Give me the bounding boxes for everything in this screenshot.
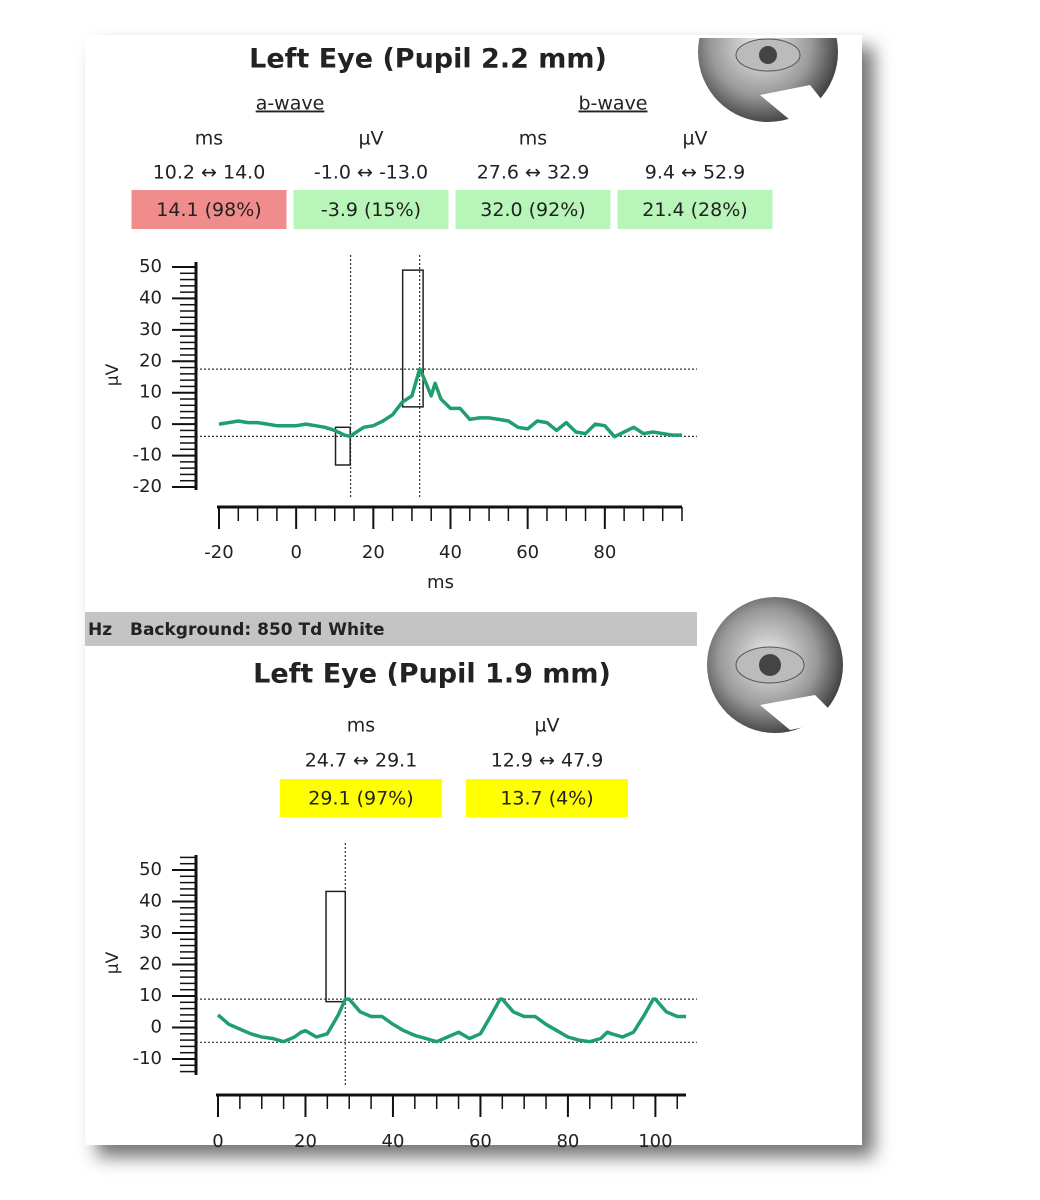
- result-box: [131, 190, 287, 229]
- x-tick-label: 40: [382, 1131, 405, 1152]
- x-tick-label: 0: [290, 542, 301, 563]
- eye-photo: [707, 597, 843, 733]
- y-tick-label: -10: [133, 445, 162, 466]
- result-value: 29.1 (97%): [308, 788, 413, 810]
- x-tick-label: 20: [362, 542, 385, 563]
- range-box: [401, 269, 424, 408]
- x-axis-label: ms: [427, 572, 454, 593]
- range-box: [334, 426, 351, 466]
- normal-range: 9.4 ↔ 52.9: [645, 162, 746, 184]
- y-tick-label: 30: [139, 922, 162, 943]
- y-tick-label: 50: [139, 859, 162, 880]
- range-box: [325, 890, 347, 1003]
- x-tick-label: 0: [212, 1131, 223, 1152]
- result-box: [455, 190, 611, 229]
- normal-range: -1.0 ↔ -13.0: [314, 162, 428, 184]
- column-unit: ms: [347, 715, 375, 737]
- group-label: a-wave: [256, 93, 325, 115]
- y-tick-label: 20: [139, 350, 162, 371]
- column-unit: µV: [358, 128, 383, 150]
- x-tick-label: 80: [556, 1131, 579, 1152]
- y-tick-label: 50: [139, 256, 162, 277]
- result-box: [466, 779, 628, 817]
- result-value: 32.0 (92%): [480, 199, 585, 221]
- result-box: [617, 190, 773, 229]
- banner: [85, 612, 697, 646]
- y-tick-label: 0: [151, 413, 162, 434]
- result-box: [280, 779, 442, 817]
- x-tick-label: 20: [294, 1131, 317, 1152]
- result-box: [293, 190, 449, 229]
- result-value: 13.7 (4%): [500, 788, 593, 810]
- y-tick-label: 10: [139, 382, 162, 403]
- trace: [218, 367, 682, 439]
- group-label: b-wave: [578, 93, 647, 115]
- x-tick-label: 60: [469, 1131, 492, 1152]
- y-tick-label: -10: [133, 1048, 162, 1069]
- banner-text: Background: 850 Td White: [130, 620, 385, 640]
- normal-range: 27.6 ↔ 32.9: [477, 162, 590, 184]
- x-tick-label: 60: [516, 542, 539, 563]
- x-tick-label: 40: [439, 542, 462, 563]
- result-value: 21.4 (28%): [642, 199, 747, 221]
- x-tick-label: -20: [204, 542, 233, 563]
- normal-range: 12.9 ↔ 47.9: [491, 750, 604, 772]
- y-tick-label: 40: [139, 891, 162, 912]
- normal-range: 24.7 ↔ 29.1: [305, 750, 418, 772]
- result-value: -3.9 (15%): [321, 199, 421, 221]
- y-tick-label: 10: [139, 985, 162, 1006]
- column-unit: µV: [534, 715, 559, 737]
- y-tick-label: 30: [139, 319, 162, 340]
- eye-photo: [698, 38, 838, 122]
- x-tick-label: 100: [638, 1131, 672, 1152]
- y-tick-label: -20: [133, 476, 162, 497]
- normal-range: 10.2 ↔ 14.0: [153, 162, 266, 184]
- x-tick-label: 80: [593, 542, 616, 563]
- y-axis-label: µV: [103, 951, 123, 974]
- y-tick-label: 0: [151, 1017, 162, 1038]
- banner-left: Hz: [88, 620, 112, 640]
- y-tick-label: 20: [139, 954, 162, 975]
- trace: [216, 997, 686, 1044]
- column-unit: ms: [519, 128, 547, 150]
- column-unit: µV: [682, 128, 707, 150]
- panel-title: Left Eye (Pupil 2.2 mm): [249, 44, 607, 75]
- panel-title: Left Eye (Pupil 1.9 mm): [253, 659, 611, 690]
- result-value: 14.1 (98%): [156, 199, 261, 221]
- y-tick-label: 40: [139, 287, 162, 308]
- y-axis-label: µV: [103, 363, 123, 386]
- column-unit: ms: [195, 128, 223, 150]
